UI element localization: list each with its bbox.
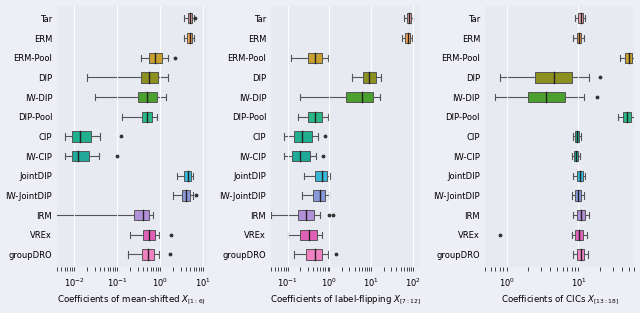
Bar [535, 72, 572, 83]
Bar [188, 33, 192, 43]
Bar [574, 151, 578, 161]
Bar [406, 13, 412, 23]
Bar [292, 151, 310, 161]
Bar [575, 131, 579, 141]
Bar [300, 230, 317, 240]
Bar [577, 210, 586, 220]
Bar [315, 171, 326, 181]
Bar [308, 53, 322, 63]
Bar [72, 131, 92, 141]
Bar [138, 92, 157, 102]
Bar [149, 53, 162, 63]
Bar [577, 171, 583, 181]
Bar [142, 249, 154, 259]
Bar [625, 53, 632, 63]
X-axis label: Coefficients of mean-shifted $X_{[1:6]}$: Coefficients of mean-shifted $X_{[1:6]}$ [58, 294, 206, 307]
Bar [184, 171, 191, 181]
Bar [307, 249, 322, 259]
Bar [575, 230, 583, 240]
Bar [575, 190, 582, 201]
Bar [405, 33, 410, 43]
X-axis label: Coefficients of CICs $X_{[13:18]}$: Coefficients of CICs $X_{[13:18]}$ [500, 294, 619, 307]
Bar [313, 190, 325, 201]
Bar [182, 190, 190, 201]
Bar [346, 92, 373, 102]
Bar [143, 230, 155, 240]
Bar [528, 92, 565, 102]
Bar [141, 72, 158, 83]
Bar [577, 33, 582, 43]
Bar [364, 72, 376, 83]
X-axis label: Coefficients of label-flipping $X_{[7:12]}$: Coefficients of label-flipping $X_{[7:12… [270, 294, 422, 307]
Bar [294, 131, 312, 141]
Bar [577, 249, 584, 259]
Bar [579, 13, 583, 23]
Bar [72, 151, 89, 161]
Bar [188, 13, 193, 23]
Bar [298, 210, 314, 220]
Bar [142, 112, 152, 122]
Bar [134, 210, 149, 220]
Bar [623, 112, 631, 122]
Bar [308, 112, 322, 122]
